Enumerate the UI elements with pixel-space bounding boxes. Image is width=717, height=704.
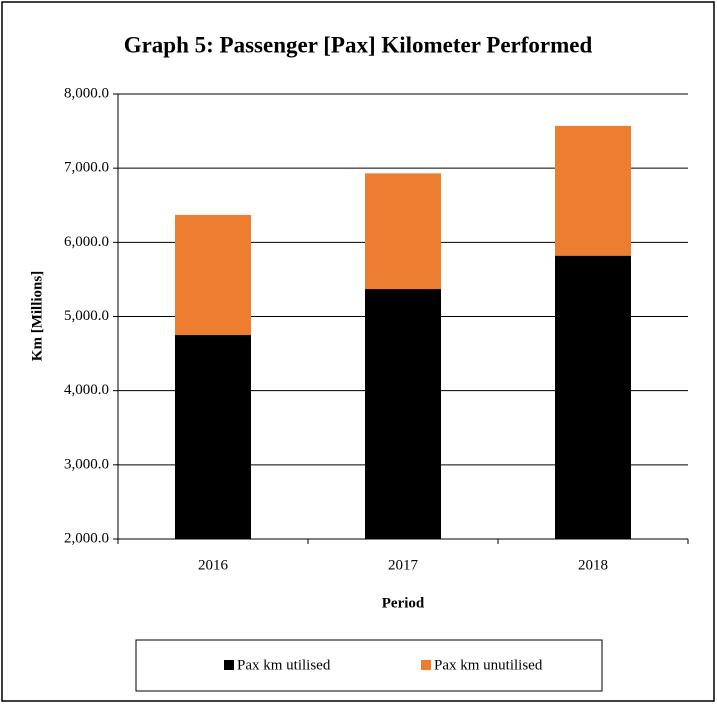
bar-segment (555, 255, 631, 539)
bar-segment (555, 125, 631, 256)
x-tick-label: 2018 (578, 557, 608, 573)
y-tick-label: 4,000.0 (64, 382, 109, 398)
legend-label: Pax km unutilised (434, 657, 543, 673)
y-tick-label: 8,000.0 (64, 85, 109, 101)
legend-swatch (421, 660, 431, 670)
bar-segment (175, 335, 251, 539)
legend-box (135, 639, 603, 692)
y-tick-label: 6,000.0 (64, 234, 109, 250)
x-tick-label: 2016 (198, 557, 229, 573)
y-tick-label: 3,000.0 (64, 456, 109, 472)
bar-segment (365, 289, 441, 539)
y-axis-label: Km [Millions] (29, 271, 45, 361)
y-tick-label: 2,000.0 (64, 530, 109, 546)
x-tick-label: 2017 (388, 557, 419, 573)
legend-swatch (224, 660, 234, 670)
x-axis-label: Period (382, 595, 425, 611)
chart-title: Graph 5: Passenger [Pax] Kilometer Perfo… (124, 32, 593, 57)
bar-segment (175, 214, 251, 336)
legend-label: Pax km utilised (237, 657, 331, 673)
bar-segment (365, 173, 441, 290)
y-tick-label: 5,000.0 (64, 308, 109, 324)
y-tick-label: 7,000.0 (64, 160, 109, 176)
